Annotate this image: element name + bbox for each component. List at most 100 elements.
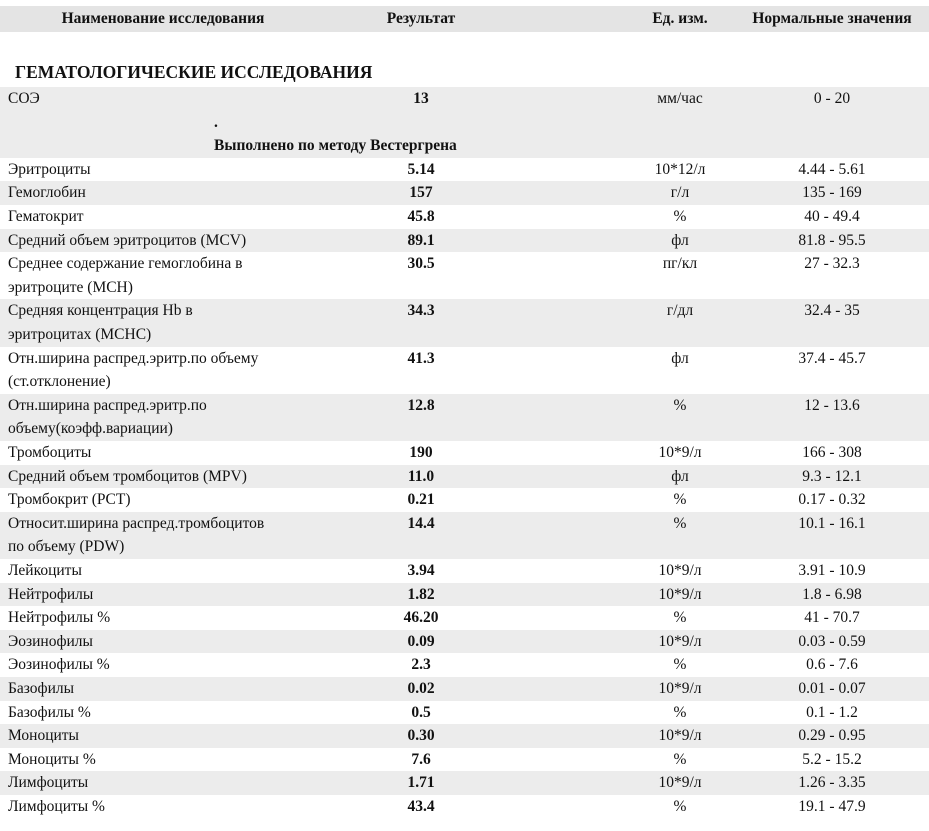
normal-range: 0.01 - 0.07 — [798, 680, 866, 697]
test-name: Лимфоциты % — [8, 798, 105, 815]
test-name: Базофилы % — [8, 703, 91, 721]
test-name: Тромбокрит (PCT) — [8, 491, 131, 509]
table-row: Тромбокрит (PCT) 0.21% 0.17 - 0.32 — [0, 488, 929, 512]
test-name: эритроците (MCH) — [8, 278, 133, 296]
result: 190 — [409, 444, 433, 461]
table-row: Гемоглобин 157 г/л 135 - 169 — [0, 181, 929, 205]
table-row: Средний объем тромбоцитов (MPV) 11.0 фл 9.3… — [0, 464, 929, 489]
normal-range: 5.2 - 15.2 — [802, 750, 862, 768]
normal-range: 135 - 169 — [802, 184, 862, 202]
normal-range: 19.1 - 47.9 — [798, 798, 866, 815]
result: 7.6 — [411, 750, 431, 768]
table-row: Относит.ширина распред.тромбоцитов по объ… — [0, 511, 929, 559]
unit: мм/час — [657, 90, 703, 107]
unit: г/дл — [666, 302, 694, 320]
result: 2.3 — [411, 656, 431, 674]
unit: 10*9/л — [658, 680, 702, 697]
test-name: Гемоглобин — [8, 184, 86, 202]
unit: % — [673, 798, 687, 815]
table-row: Отн.ширина распред.эритр.по объему(коэфф.… — [0, 393, 929, 441]
table-row: Средний объем эритроцитов (MCV) 89.1 фл 81.… — [0, 228, 929, 253]
normal-range: 41 - 70.7 — [804, 609, 860, 627]
table-row: Моноциты 0.30 10*9/л 0.29 - 0.95 — [0, 724, 929, 748]
table-row: Отн.ширина распред.эритр.по объему (ст.от… — [0, 347, 929, 394]
unit: г/л — [670, 184, 690, 202]
table-row: Гематокрит 45.8% 40 - 49.4 — [0, 205, 929, 229]
normal-range: 4.44 - 5.61 — [798, 160, 866, 178]
unit: % — [673, 750, 687, 768]
table-row: СОЭ 13 мм/час 0 - 20 — [0, 87, 929, 111]
unit: % — [673, 208, 687, 225]
unit: % — [673, 703, 687, 721]
test-name: Отн.ширина распред.эритр.по объему — [8, 349, 259, 367]
normal-range: 1.8 - 6.98 — [802, 585, 862, 603]
table-row: Базофилы 0.02 10*9/л 0.01 - 0.07 — [0, 677, 929, 701]
normal-range: 0 - 20 — [813, 90, 851, 107]
result: 46.20 — [403, 609, 439, 627]
result: 45.8 — [407, 208, 435, 225]
result: 14.4 — [407, 514, 435, 532]
table-row: Тромбоциты 190 10*9/л 166 - 308 — [0, 441, 929, 465]
table-row: Эозинофилы 0.09 10*9/л 0.03 - 0.59 — [0, 629, 929, 654]
unit: 10*9/л — [658, 562, 702, 579]
result: 0.21 — [407, 491, 435, 509]
test-name: Лимфоциты — [8, 774, 89, 792]
test-name: Базофилы — [8, 680, 75, 697]
test-name: Нейтрофилы — [8, 585, 94, 603]
normal-range: 10.1 - 16.1 — [798, 514, 866, 532]
normal-range: 0.1 - 1.2 — [806, 703, 858, 721]
result: 1.82 — [407, 585, 435, 603]
unit: 10*9/л — [658, 727, 702, 745]
unit: пг/кл — [662, 255, 698, 273]
unit: 10*12/л — [654, 160, 706, 178]
unit: 10*9/л — [658, 632, 702, 650]
table-row: Нейтрофилы 1.82 10*9/л 1.8 - 6.98 — [0, 582, 929, 607]
table-row: Нейтрофилы % 46.20% 41 - 70.7 — [0, 606, 929, 630]
header-cell: Нормальные значения — [752, 10, 912, 27]
unit: % — [673, 514, 687, 532]
normal-range: 40 - 49.4 — [804, 208, 860, 225]
result: 0.5 — [411, 703, 431, 721]
unit: 10*9/л — [658, 585, 702, 603]
result: 34.3 — [407, 302, 435, 320]
test-name: Относит.ширина распред.тромбоцитов — [8, 514, 265, 532]
test-name: Средняя концентрация Hb в — [8, 302, 193, 320]
result: 41.3 — [407, 349, 435, 367]
result: 0.09 — [407, 632, 435, 650]
section-title: ГЕМАТОЛОГИЧЕСКИЕ ИССЛЕДОВАНИЯ — [15, 62, 373, 82]
test-name: по объему (PDW) — [8, 538, 125, 556]
normal-range: 1.26 - 3.35 — [798, 774, 866, 792]
table-header: Наименование исследования Результат Ед. … — [0, 6, 929, 32]
result: 43.4 — [407, 798, 435, 815]
table-row: Средняя концентрация Hb в эритроцитах (MC… — [0, 299, 929, 347]
test-name: Лейкоциты — [8, 562, 82, 579]
normal-range: 3.91 - 10.9 — [798, 562, 866, 579]
test-name: Гематокрит — [8, 208, 84, 225]
test-name: (ст.отклонение) — [8, 373, 111, 391]
result: 13 — [413, 90, 429, 107]
unit: % — [673, 396, 687, 414]
result: 30.5 — [407, 255, 435, 273]
unit: 10*9/л — [658, 444, 702, 461]
normal-range: 32.4 - 35 — [804, 302, 860, 320]
unit: фл — [671, 231, 689, 249]
unit: % — [673, 609, 687, 627]
test-name: Средний объем тромбоцитов (MPV) — [8, 467, 247, 485]
note-text: Выполнено по методу Вестергрена — [214, 137, 457, 155]
result: 157 — [409, 184, 433, 202]
test-name: Средний объем эритроцитов (MCV) — [8, 231, 247, 249]
table-row: Эритроциты 5.14 10*12/л 4.44 - 5.61 — [0, 158, 929, 182]
table-row: Моноциты % 7.6% 5.2 - 15.2 — [0, 748, 929, 772]
normal-range: 166 - 308 — [802, 444, 862, 461]
unit: % — [673, 491, 687, 509]
test-name: Среднее содержание гемоглобина в — [8, 255, 243, 273]
result: 11.0 — [407, 467, 435, 485]
test-name: Эозинофилы % — [8, 656, 110, 674]
note-mark: . — [214, 113, 218, 131]
normal-range: 37.4 - 45.7 — [798, 349, 866, 367]
unit: фл — [671, 467, 689, 485]
result: 0.02 — [407, 680, 435, 697]
normal-range: 0.6 - 7.6 — [806, 656, 858, 674]
normal-range: 0.29 - 0.95 — [798, 727, 866, 745]
test-name: СОЭ — [8, 90, 40, 107]
